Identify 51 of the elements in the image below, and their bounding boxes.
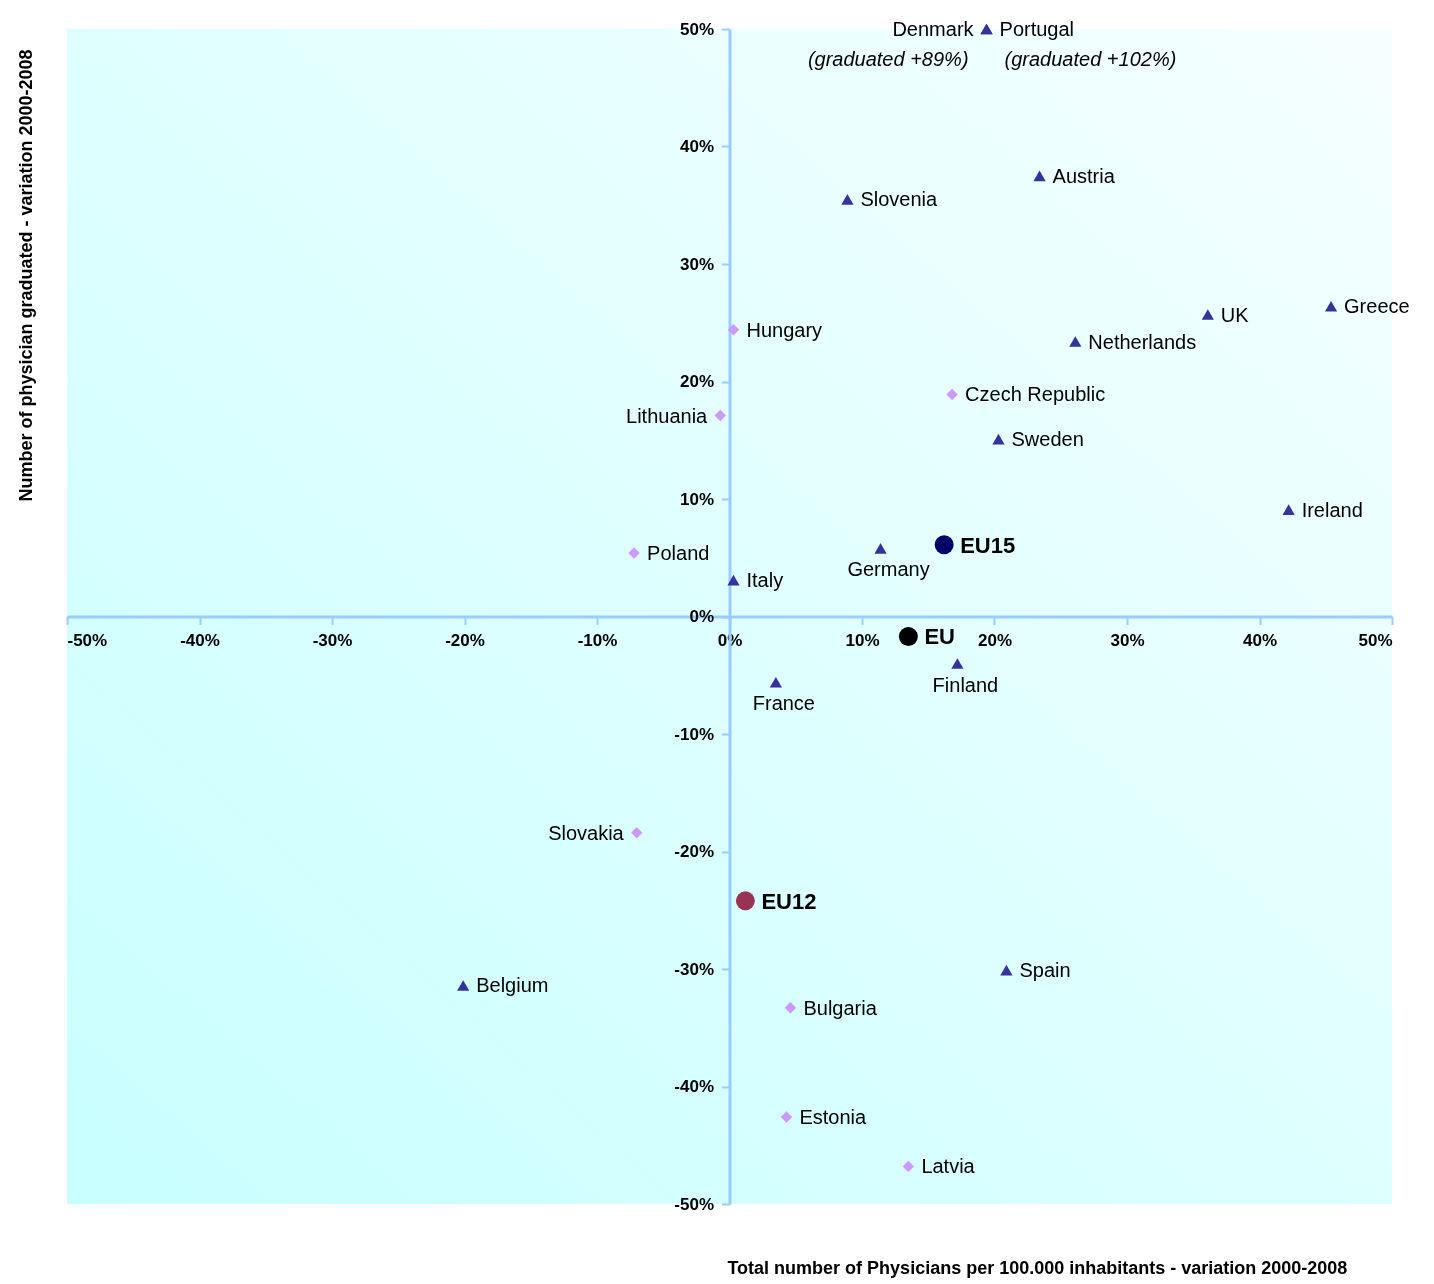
x-tick-label: -50% <box>67 631 108 650</box>
x-axis-title: Total number of Physicians per 100.000 inhabitants - variation 2000-2008 <box>727 1257 1348 1278</box>
y-axis-title: Number of physician graduated - variation 2000-2008 <box>15 49 36 502</box>
data-label: Denmark <box>892 18 975 40</box>
y-tick-label: -10% <box>674 724 714 744</box>
data-label: Slovenia <box>860 188 939 211</box>
y-tick-label: -20% <box>674 842 714 861</box>
data-label: Portugal <box>999 18 1075 40</box>
y-tick-label: 0% <box>689 607 714 626</box>
x-tick-label: 20% <box>977 631 1013 650</box>
data-label: Latvia <box>921 1155 976 1178</box>
data-label: Greece <box>1344 295 1410 318</box>
data-label: EU <box>924 624 955 650</box>
data-label: Ireland <box>1301 498 1363 521</box>
data-label: Spain <box>1019 959 1071 982</box>
y-tick-label: -40% <box>674 1077 714 1096</box>
data-label: Austria <box>1052 164 1116 187</box>
data-label: EU12 <box>761 888 817 914</box>
y-tick-label: -30% <box>674 959 714 979</box>
annotation: (graduated +89%) <box>807 48 969 70</box>
x-tick-label: 10% <box>845 631 880 650</box>
data-label: Finland <box>932 673 999 696</box>
data-label: UK <box>1220 303 1250 326</box>
data-label: Czech Republic <box>965 383 1106 406</box>
y-tick-label: -50% <box>674 1194 714 1214</box>
y-tick-label: 50% <box>679 19 714 39</box>
data-label: France <box>752 692 815 715</box>
y-tick-label: 40% <box>679 137 714 156</box>
data-label: Bulgaria <box>803 996 878 1019</box>
annotation: (graduated +102%) <box>1004 48 1177 70</box>
y-tick-label: 30% <box>679 254 714 274</box>
x-tick-label: -30% <box>312 631 353 650</box>
y-tick-label: 10% <box>679 489 714 509</box>
data-label: Sweden <box>1011 428 1084 451</box>
x-tick-label: -20% <box>445 631 485 650</box>
x-tick-label: 40% <box>1242 631 1278 650</box>
data-label: Netherlands <box>1088 330 1197 353</box>
x-tick-label: 50% <box>1358 631 1393 650</box>
data-label: Estonia <box>799 1106 868 1129</box>
data-label: Poland <box>647 542 710 565</box>
x-tick-label: -10% <box>577 631 618 650</box>
data-label: Slovakia <box>548 821 625 844</box>
data-label: Italy <box>746 569 784 592</box>
y-tick-label: 20% <box>679 372 714 391</box>
x-tick-label: -40% <box>180 631 220 650</box>
data-label: Lithuania <box>626 404 709 427</box>
data-label: EU15 <box>960 532 1016 558</box>
data-label: Belgium <box>476 974 549 997</box>
x-tick-label: 30% <box>1110 631 1145 650</box>
data-label: Hungary <box>746 318 823 341</box>
data-label: Germany <box>847 558 930 581</box>
